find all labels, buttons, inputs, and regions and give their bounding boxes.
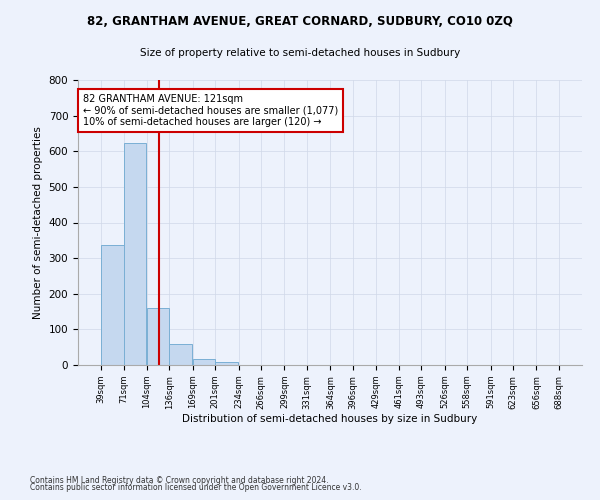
Text: Contains public sector information licensed under the Open Government Licence v3: Contains public sector information licen… <box>30 484 362 492</box>
Text: 82 GRANTHAM AVENUE: 121sqm
← 90% of semi-detached houses are smaller (1,077)
10%: 82 GRANTHAM AVENUE: 121sqm ← 90% of semi… <box>83 94 338 128</box>
Bar <box>124 143 146 365</box>
Text: Size of property relative to semi-detached houses in Sudbury: Size of property relative to semi-detach… <box>140 48 460 58</box>
X-axis label: Distribution of semi-detached houses by size in Sudbury: Distribution of semi-detached houses by … <box>182 414 478 424</box>
Text: Contains HM Land Registry data © Crown copyright and database right 2024.: Contains HM Land Registry data © Crown c… <box>30 476 329 485</box>
Bar <box>101 244 124 365</box>
Text: 82, GRANTHAM AVENUE, GREAT CORNARD, SUDBURY, CO10 0ZQ: 82, GRANTHAM AVENUE, GREAT CORNARD, SUDB… <box>87 15 513 28</box>
Bar <box>147 308 169 365</box>
Bar <box>193 360 215 365</box>
Bar <box>169 344 192 365</box>
Bar <box>215 362 238 365</box>
Y-axis label: Number of semi-detached properties: Number of semi-detached properties <box>33 126 43 319</box>
